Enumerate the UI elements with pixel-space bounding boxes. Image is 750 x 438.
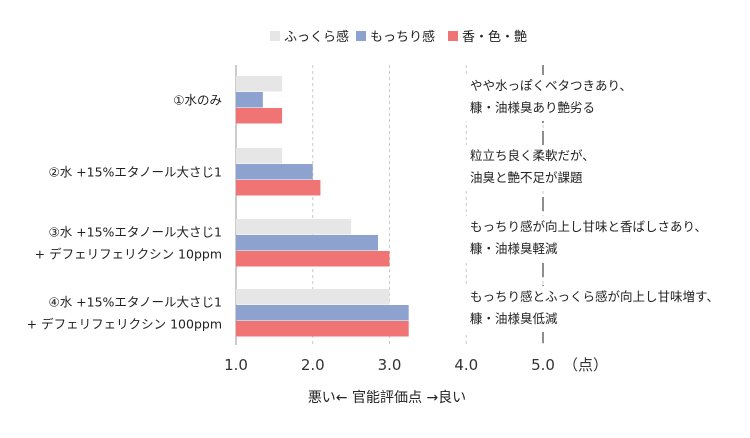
legend-swatch bbox=[356, 31, 366, 41]
annotation-text: 粒立ち良く柔軟だが、 bbox=[470, 148, 595, 163]
category-label: + デフェリフェリクシン 10ppm bbox=[35, 246, 222, 261]
legend-swatch bbox=[448, 31, 458, 41]
annotation-text: 糠・油様臭あり艶劣る bbox=[470, 100, 595, 115]
annotation-backing bbox=[462, 286, 732, 332]
annotation-backing bbox=[462, 145, 732, 191]
bar-1-4 bbox=[236, 289, 390, 305]
legend-label: ふっくら感 bbox=[284, 29, 349, 45]
annotation-text: やや水っぽくベタつきあり、 bbox=[470, 78, 632, 93]
bar-3-3 bbox=[236, 251, 390, 267]
annotation-text: 糠・油様臭軽減 bbox=[470, 241, 558, 256]
bar-1-3 bbox=[236, 219, 352, 235]
category-label: ②水 +15%エタノール大さじ1 bbox=[48, 164, 222, 179]
bar-2-4 bbox=[236, 305, 409, 321]
legend-label: もっちり感 bbox=[370, 29, 435, 45]
x-tick-label: 1.0 bbox=[224, 356, 248, 374]
category-label: ④水 +15%エタノール大さじ1 bbox=[48, 294, 222, 309]
bar-1-2 bbox=[236, 148, 283, 164]
bar-2-1 bbox=[236, 92, 263, 108]
annotation-backing bbox=[462, 75, 732, 121]
legend-swatch bbox=[270, 31, 280, 41]
x-tick-label: 2.0 bbox=[301, 356, 325, 374]
x-axis-title: 悪い← 官能評価点 →良い bbox=[308, 390, 466, 406]
annotation-backing bbox=[462, 216, 732, 262]
category-label: ③水 +15%エタノール大さじ1 bbox=[48, 224, 222, 239]
annotation-text: 糠・油様臭低減 bbox=[470, 311, 558, 326]
x-unit-label: （点） bbox=[563, 356, 608, 374]
category-label: ①水のみ bbox=[173, 92, 222, 107]
legend-label: 香・色・艶 bbox=[462, 29, 527, 45]
bar-3-4 bbox=[236, 321, 409, 337]
bar-1-1 bbox=[236, 76, 283, 92]
bar-2-2 bbox=[236, 164, 313, 180]
x-tick-label: 3.0 bbox=[378, 356, 402, 374]
annotation-text: もっちり感とふっくら感が向上し甘味増す、 bbox=[470, 289, 719, 304]
bar-2-3 bbox=[236, 235, 378, 251]
x-tick-label: 4.0 bbox=[454, 356, 478, 374]
category-label: + デフェリフェリクシン 100ppm bbox=[27, 316, 222, 331]
annotation-text: もっちり感が向上し甘味と香ばしさあり、 bbox=[470, 219, 707, 234]
bar-3-2 bbox=[236, 180, 321, 196]
x-tick-label: 5.0 bbox=[531, 356, 555, 374]
annotation-text: 油臭と艶不足が課題 bbox=[470, 170, 583, 185]
bar-3-1 bbox=[236, 108, 283, 124]
